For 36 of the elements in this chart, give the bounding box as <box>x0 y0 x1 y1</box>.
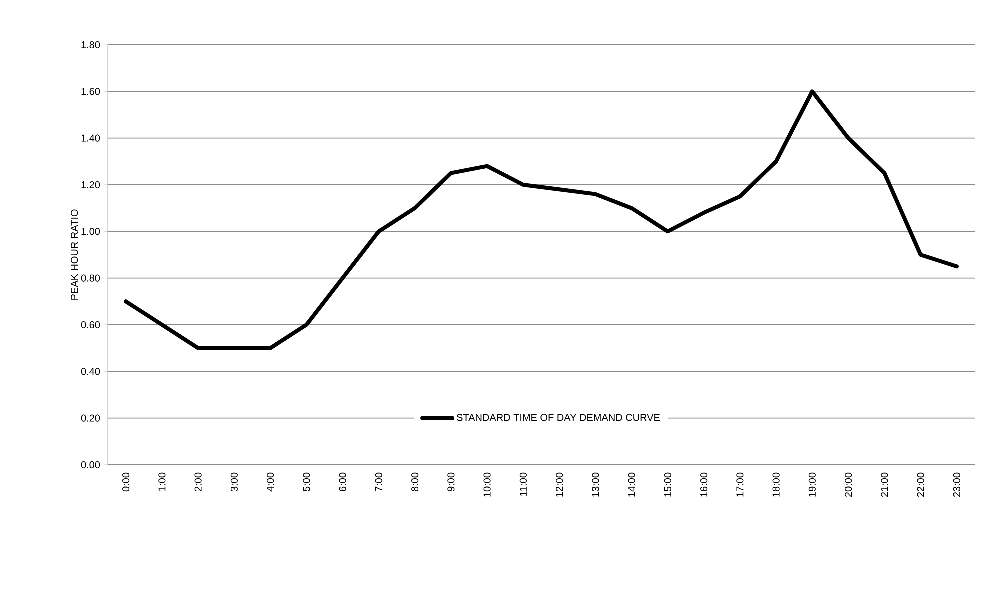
y-tick-label: 1.80 <box>82 41 100 49</box>
y-tick-label: 0.60 <box>81 321 100 329</box>
y-tick-label: 1.60 <box>82 88 100 96</box>
y-tick-label: 1.40 <box>82 134 100 142</box>
x-tick-label: 22:00 <box>917 472 924 498</box>
x-tick-label: 3:00 <box>230 472 238 492</box>
x-tick-label: 16:00 <box>700 472 708 497</box>
x-tick-label: 5:00 <box>303 472 310 492</box>
y-axis-title: PEAK HOUR RATIO <box>71 210 78 300</box>
x-tick-label: 12:00 <box>556 472 564 497</box>
x-tick-label: 17:00 <box>736 472 744 497</box>
y-tick-label: 0.00 <box>81 461 100 469</box>
x-tick-label: 8:00 <box>412 472 419 492</box>
y-tick-label: 1.00 <box>82 228 100 236</box>
legend-label: STANDARD TIME OF DAY DEMAND CURVE <box>457 414 660 422</box>
x-tick-label: 10:00 <box>484 472 491 497</box>
y-tick-label: 0.20 <box>81 414 100 422</box>
y-tick-label: 1.20 <box>82 181 100 189</box>
x-tick-label: 21:00 <box>881 472 888 498</box>
x-tick-label: 20:00 <box>845 472 852 498</box>
x-tick-label: 7:00 <box>375 472 382 492</box>
x-tick-label: 23:00 <box>953 472 960 498</box>
x-tick-label: 13:00 <box>592 472 600 497</box>
y-tick-label: 0.80 <box>81 274 100 282</box>
x-tick-label: 4:00 <box>267 472 274 492</box>
x-tick-label: 0:00 <box>122 472 130 492</box>
y-tick-label: 0.40 <box>81 368 100 376</box>
x-tick-label: 19:00 <box>808 472 816 497</box>
x-tick-label: 14:00 <box>628 472 636 497</box>
x-tick-label: 1:00 <box>158 472 166 492</box>
x-tick-label: 6:00 <box>339 472 346 492</box>
x-tick-label: 2:00 <box>194 472 202 492</box>
x-tick-label: 9:00 <box>448 472 455 492</box>
x-tick-label: 15:00 <box>664 472 672 497</box>
x-tick-label: 11:00 <box>520 472 527 496</box>
x-tick-label: 18:00 <box>772 472 780 497</box>
